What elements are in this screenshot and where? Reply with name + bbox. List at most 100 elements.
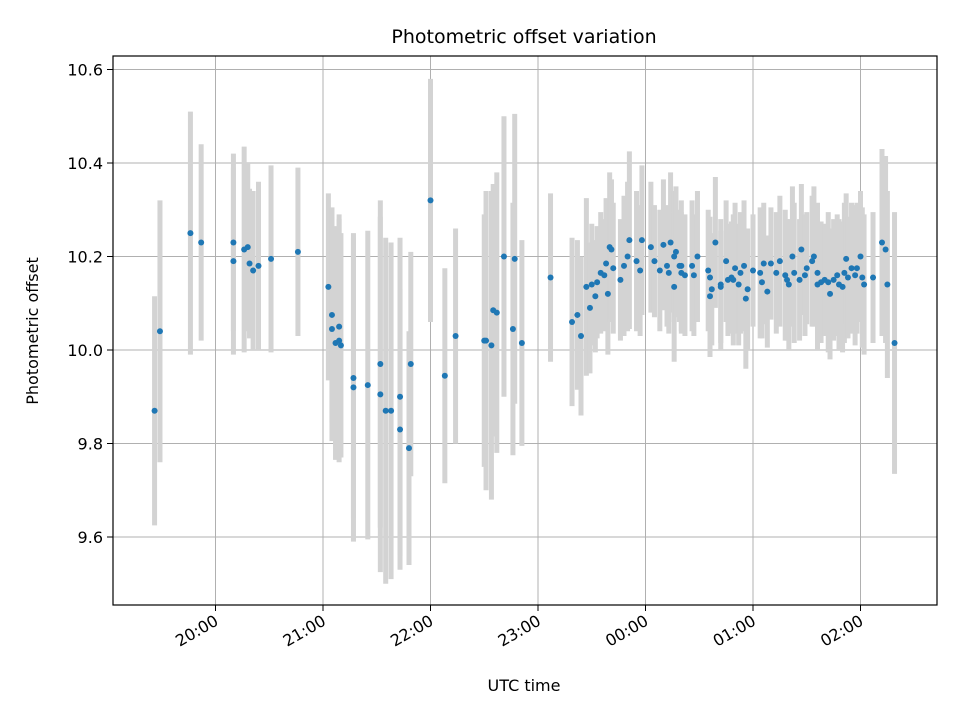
data-point bbox=[801, 272, 808, 279]
data-point bbox=[843, 255, 850, 262]
data-point bbox=[406, 445, 412, 452]
data-point bbox=[511, 255, 518, 262]
data-point bbox=[574, 311, 581, 318]
data-point bbox=[660, 241, 667, 248]
data-point bbox=[852, 272, 859, 279]
data-point bbox=[604, 290, 611, 297]
data-point bbox=[388, 407, 395, 414]
y-axis-ticks: 9.6 9.8 10.0 10.2 10.4 10.6 bbox=[67, 61, 113, 547]
data-point bbox=[294, 248, 301, 255]
data-point bbox=[857, 253, 864, 260]
data-point bbox=[583, 283, 590, 290]
data-point bbox=[671, 283, 678, 290]
data-point bbox=[848, 265, 855, 272]
x-axis-title: UTC time bbox=[488, 676, 561, 695]
data-point bbox=[853, 265, 860, 272]
data-point bbox=[626, 237, 633, 244]
data-point bbox=[610, 265, 617, 272]
data-point bbox=[707, 274, 713, 281]
data-point bbox=[397, 426, 404, 433]
data-point bbox=[377, 361, 384, 368]
data-point bbox=[601, 272, 608, 279]
data-point bbox=[664, 262, 670, 269]
data-point bbox=[741, 262, 748, 269]
data-point bbox=[608, 246, 615, 253]
data-point bbox=[760, 260, 767, 267]
data-point bbox=[230, 239, 237, 246]
data-point bbox=[712, 239, 719, 246]
data-point bbox=[757, 269, 764, 276]
chart-title: Photometric offset variation bbox=[391, 26, 656, 48]
data-point bbox=[798, 246, 805, 253]
data-point bbox=[884, 281, 891, 288]
data-point bbox=[621, 262, 627, 269]
data-point bbox=[667, 239, 674, 246]
data-point bbox=[834, 272, 841, 279]
data-point bbox=[844, 274, 851, 281]
data-point bbox=[547, 274, 554, 281]
data-point bbox=[578, 332, 584, 339]
data-point bbox=[656, 267, 663, 274]
data-point bbox=[732, 265, 739, 272]
data-point bbox=[810, 253, 817, 260]
data-point bbox=[814, 269, 821, 276]
data-point bbox=[785, 281, 792, 288]
data-point bbox=[328, 325, 335, 332]
data-point bbox=[617, 276, 624, 283]
data-point bbox=[364, 382, 371, 389]
data-point bbox=[493, 309, 500, 316]
data-point bbox=[638, 237, 645, 244]
data-point bbox=[830, 276, 837, 283]
data-point bbox=[637, 267, 644, 274]
data-point bbox=[767, 260, 774, 267]
y-tick-label: 10.0 bbox=[67, 341, 103, 360]
data-point bbox=[891, 339, 898, 346]
data-point bbox=[737, 269, 744, 276]
data-point bbox=[350, 375, 357, 382]
data-point bbox=[723, 258, 730, 265]
data-points bbox=[151, 197, 898, 452]
data-point bbox=[841, 269, 848, 276]
data-point bbox=[791, 269, 798, 276]
data-point bbox=[694, 253, 701, 260]
data-point bbox=[665, 269, 672, 276]
data-point bbox=[782, 272, 789, 279]
data-point bbox=[509, 325, 516, 332]
data-point bbox=[735, 281, 742, 288]
data-point bbox=[569, 318, 576, 325]
data-point bbox=[586, 304, 593, 311]
data-point bbox=[827, 290, 834, 297]
data-point bbox=[268, 255, 275, 262]
data-point bbox=[156, 328, 163, 335]
data-point bbox=[690, 272, 697, 279]
data-point bbox=[483, 337, 490, 344]
data-point bbox=[707, 293, 713, 300]
data-point bbox=[803, 265, 810, 272]
data-point bbox=[825, 279, 832, 286]
data-point bbox=[764, 288, 771, 295]
y-tick-label: 9.6 bbox=[78, 528, 103, 547]
data-point bbox=[250, 267, 257, 274]
data-point bbox=[681, 272, 688, 279]
data-point bbox=[336, 337, 343, 344]
data-point bbox=[592, 293, 599, 300]
data-point bbox=[427, 197, 434, 204]
data-point bbox=[861, 281, 868, 288]
data-point bbox=[594, 279, 601, 286]
data-point bbox=[187, 230, 194, 237]
data-point bbox=[588, 281, 595, 288]
y-tick-label: 10.4 bbox=[67, 154, 103, 173]
data-point bbox=[337, 342, 344, 349]
data-point bbox=[518, 339, 525, 346]
data-point bbox=[809, 258, 816, 265]
plot-frame bbox=[112, 55, 938, 606]
data-point bbox=[789, 253, 796, 260]
data-point bbox=[624, 253, 631, 260]
data-point bbox=[246, 260, 253, 267]
data-point bbox=[230, 258, 237, 265]
data-point bbox=[705, 267, 712, 274]
data-point bbox=[758, 279, 765, 286]
data-point bbox=[328, 311, 335, 318]
data-point bbox=[678, 262, 685, 269]
